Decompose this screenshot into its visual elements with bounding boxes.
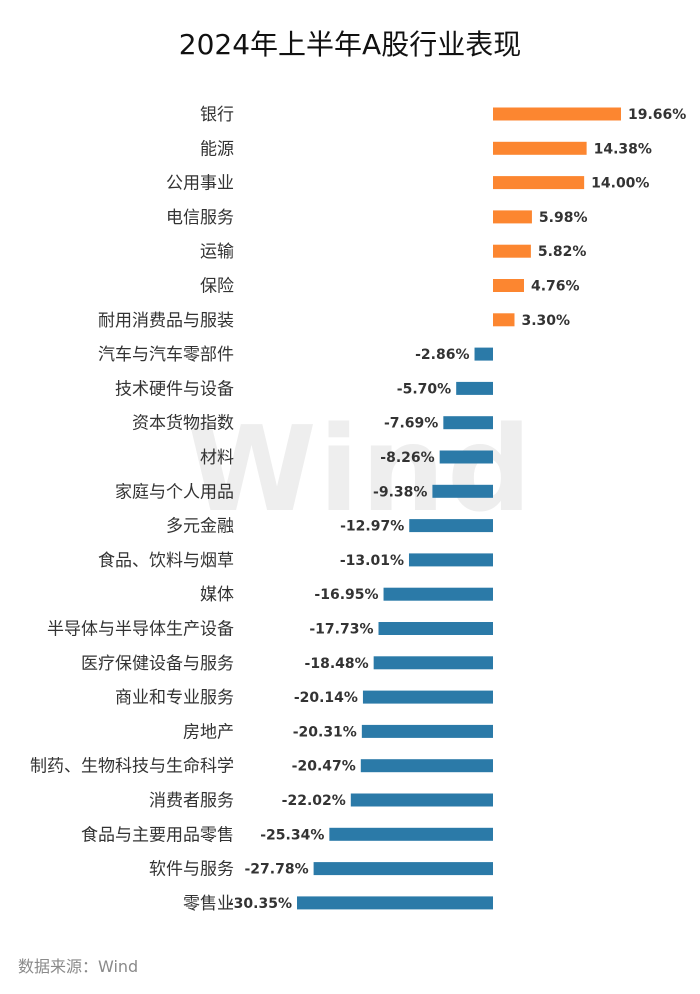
category-label-12: 多元金融 [166, 517, 234, 537]
bar-8 [456, 381, 493, 395]
category-label-2: 公用事业 [166, 174, 234, 194]
category-label-8: 技术硬件与设备 [115, 379, 234, 399]
bar-2 [493, 176, 585, 190]
bar-10 [439, 450, 493, 464]
bar-16 [373, 656, 493, 670]
category-label-4: 运输 [200, 242, 234, 262]
category-label-14: 媒体 [200, 585, 234, 605]
value-label-3: 5.98% [539, 210, 588, 226]
value-label-7: -2.86% [415, 347, 469, 363]
category-label-6: 耐用消费品与服装 [98, 311, 234, 331]
value-label-11: -9.38% [373, 484, 427, 500]
bar-23 [297, 896, 493, 910]
category-label-3: 电信服务 [166, 208, 234, 228]
bar-1 [493, 141, 587, 155]
category-label-19: 制药、生物科技与生命科学 [30, 757, 234, 777]
bar-22 [313, 862, 493, 876]
category-label-0: 银行 [200, 105, 234, 125]
category-label-10: 材料 [200, 448, 234, 468]
category-label-13: 食品、饮料与烟草 [98, 551, 234, 571]
value-label-9: -7.69% [384, 416, 438, 432]
value-label-2: 14.00% [591, 176, 649, 192]
value-label-22: -27.78% [244, 862, 308, 878]
value-label-6: 3.30% [521, 313, 570, 329]
bar-7 [474, 347, 493, 361]
value-label-13: -13.01% [340, 553, 404, 569]
chart-title: 2024年上半年A股行业表现 [179, 28, 521, 61]
source-note: 数据来源：Wind [18, 957, 138, 976]
bar-5 [493, 279, 524, 292]
category-label-5: 保险 [200, 277, 234, 297]
category-label-11: 家庭与个人用品 [115, 482, 234, 502]
value-label-18: -20.31% [293, 724, 357, 740]
category-label-15: 半导体与半导体生产设备 [47, 620, 234, 640]
bars-layer [297, 107, 621, 910]
bar-12 [409, 519, 493, 533]
value-label-12: -12.97% [340, 519, 404, 535]
value-label-15: -17.73% [309, 622, 373, 638]
bar-19 [360, 759, 493, 773]
category-labels: 银行能源公用事业电信服务运输保险耐用消费品与服装汽车与汽车零部件技术硬件与设备资… [30, 105, 234, 914]
category-label-7: 汽车与汽车零部件 [98, 345, 234, 365]
bar-17 [362, 690, 493, 704]
bar-20 [350, 793, 493, 807]
bar-21 [329, 827, 493, 841]
value-label-20: -22.02% [282, 793, 346, 809]
value-label-17: -20.14% [294, 690, 358, 706]
category-label-21: 食品与主要用品零售 [81, 825, 234, 845]
value-labels: 19.66% 14.38% 14.00% 5.98% 5.82% 4.76% 3.30% -2… [228, 107, 686, 912]
bar-11 [432, 484, 493, 498]
value-label-19: -20.47% [292, 759, 356, 775]
category-label-17: 商业和专业服务 [115, 688, 234, 708]
category-label-1: 能源 [200, 139, 234, 159]
value-label-23: -30.35% [228, 896, 292, 912]
value-label-10: -8.26% [380, 450, 434, 466]
bar-3 [493, 210, 532, 224]
bar-4 [493, 244, 531, 258]
value-label-4: 5.82% [538, 244, 587, 260]
category-label-18: 房地产 [183, 722, 234, 742]
value-label-16: -18.48% [305, 656, 369, 672]
value-label-0: 19.66% [628, 107, 686, 123]
value-label-5: 4.76% [531, 279, 580, 295]
category-label-20: 消费者服务 [149, 791, 234, 811]
bar-0 [493, 107, 621, 121]
category-label-23: 零售业 [183, 894, 234, 914]
value-label-1: 14.38% [594, 141, 652, 157]
bar-6 [493, 313, 515, 327]
bar-15 [378, 622, 493, 635]
value-label-8: -5.70% [397, 381, 451, 397]
bar-18 [361, 724, 493, 738]
bar-13 [408, 553, 493, 567]
value-label-14: -16.95% [314, 587, 378, 603]
bar-14 [383, 587, 493, 601]
category-label-22: 软件与服务 [149, 860, 234, 880]
bar-9 [443, 416, 493, 430]
category-label-16: 医疗保健设备与服务 [81, 654, 234, 674]
category-label-9: 资本货物指数 [132, 414, 234, 434]
value-label-21: -25.34% [260, 827, 324, 843]
